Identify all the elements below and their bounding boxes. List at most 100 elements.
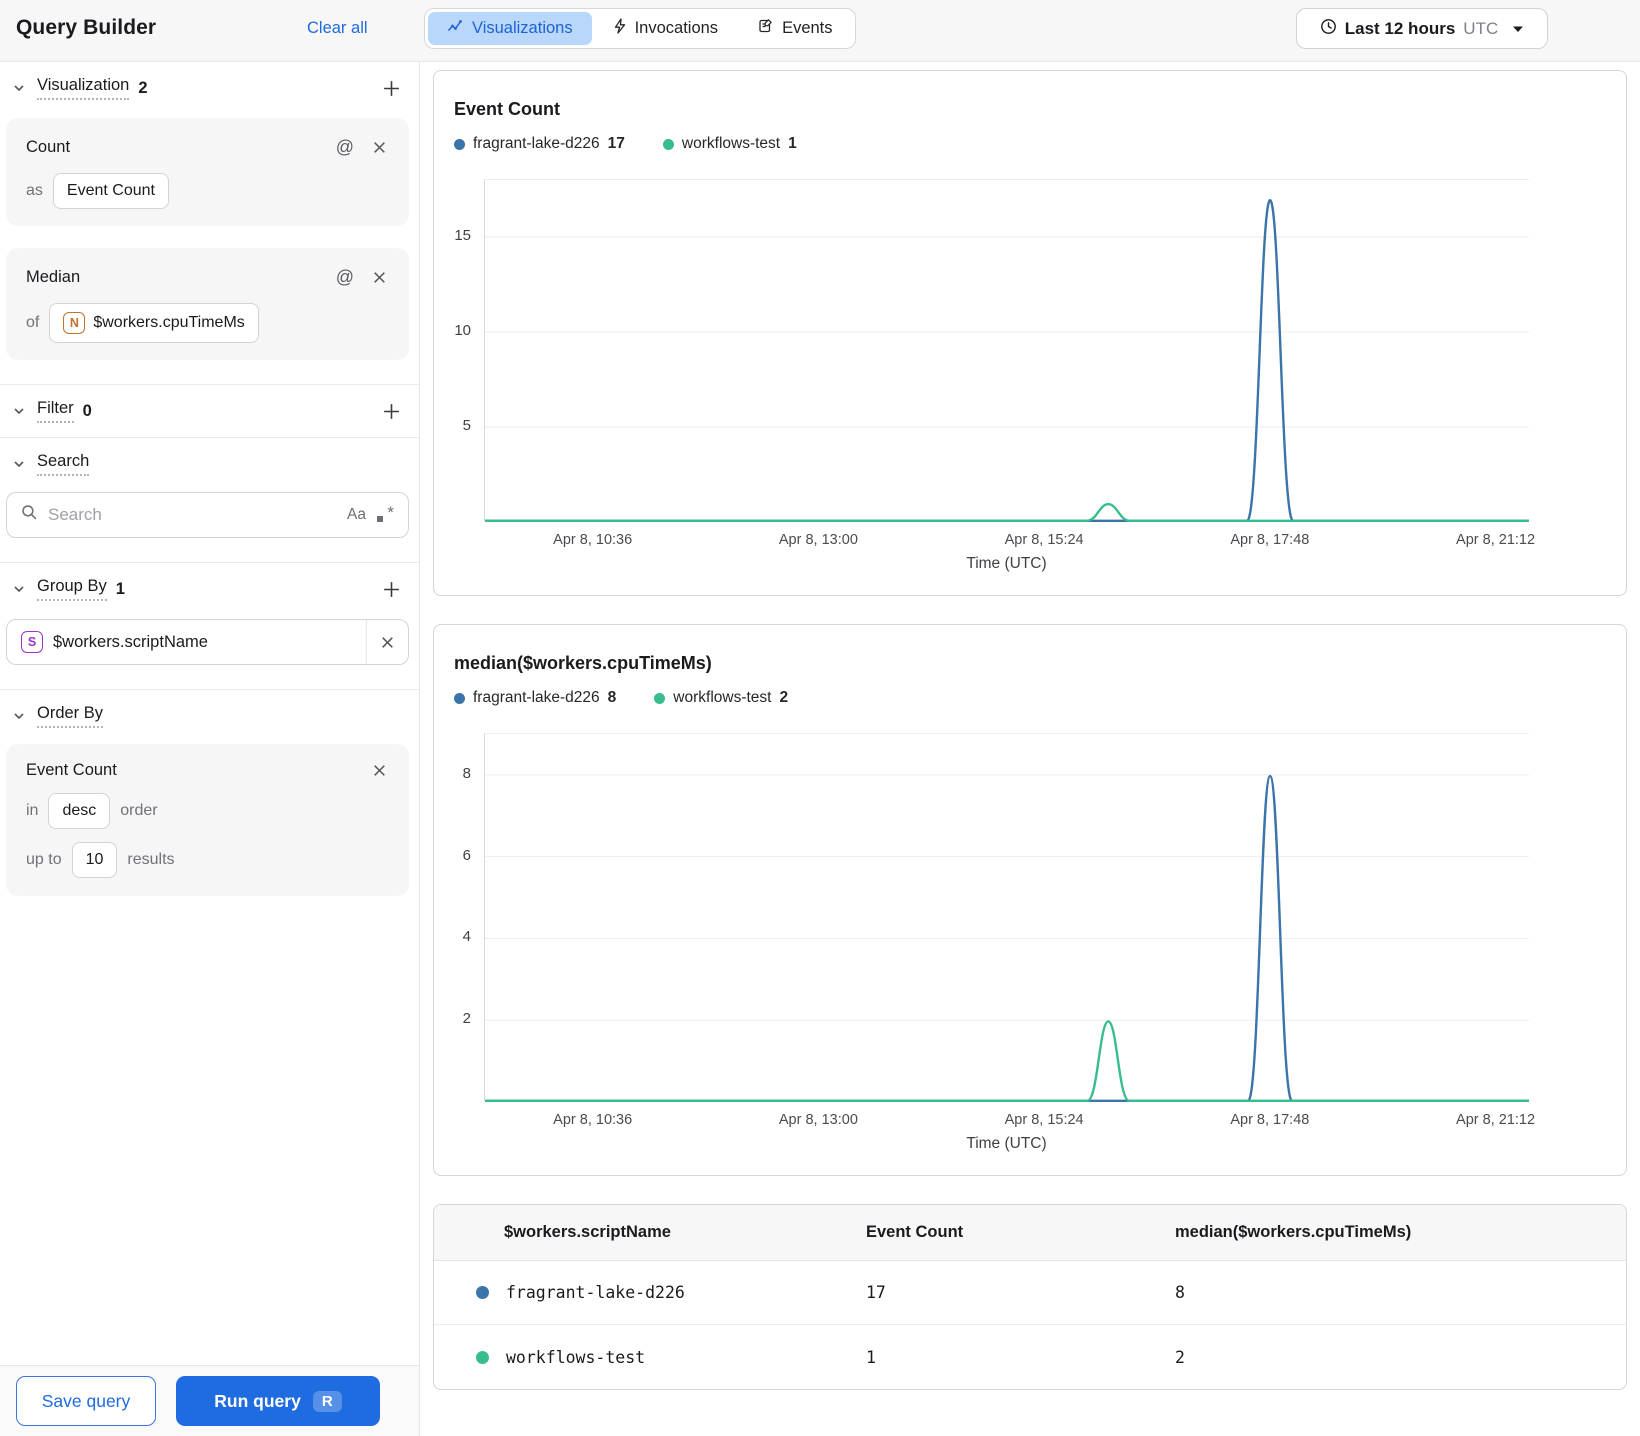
- column-header-script-name: $workers.scriptName: [504, 1223, 671, 1241]
- median-card-title: Median: [26, 268, 81, 286]
- chart-legend: fragrant-lake-d226 17 workflows-test 1: [454, 135, 1606, 153]
- add-filter-button[interactable]: [380, 400, 403, 423]
- chevron-down-icon[interactable]: [10, 402, 28, 420]
- plot-wrap: 5 10 15: [454, 179, 1529, 522]
- chevron-down-icon[interactable]: [10, 707, 28, 725]
- group-by-section: Group By 1 S $workers.scriptName: [0, 563, 419, 690]
- median-cpu-chart-card: median($workers.cpuTimeMs) fragrant-lake…: [433, 624, 1627, 1176]
- count-alias-chip[interactable]: Event Count: [52, 173, 169, 209]
- legend-series-name: fragrant-lake-d226: [473, 689, 600, 706]
- section-title-visualization: Visualization: [37, 76, 130, 100]
- x-tick-label: Apr 8, 15:24: [1004, 1112, 1084, 1128]
- regex-toggle[interactable]: *: [376, 503, 394, 524]
- remove-order-by-button[interactable]: [370, 761, 389, 780]
- x-tick-label: Apr 8, 13:00: [778, 1112, 858, 1128]
- group-by-count: 1: [115, 579, 125, 598]
- run-query-button[interactable]: Run query R: [176, 1376, 380, 1426]
- order-by-field: Event Count: [26, 761, 117, 779]
- legend-series-value: 1: [788, 135, 797, 152]
- add-visualization-button[interactable]: [380, 77, 403, 100]
- add-group-by-button[interactable]: [380, 578, 403, 601]
- legend-item[interactable]: workflows-test 2: [654, 689, 788, 707]
- run-shortcut-badge: R: [312, 1390, 342, 1412]
- order-in-label: in: [26, 802, 39, 819]
- y-tick-label: 2: [462, 1010, 471, 1028]
- legend-item[interactable]: fragrant-lake-d226 17: [454, 135, 625, 153]
- remove-count-button[interactable]: [370, 138, 389, 157]
- plot-area[interactable]: [484, 179, 1529, 522]
- save-query-button[interactable]: Save query: [16, 1376, 156, 1426]
- chevron-down-icon[interactable]: [10, 79, 28, 97]
- order-by-card: Event Count in desc order up to 10 resul…: [6, 744, 409, 896]
- median-field-name: $workers.cpuTimeMs: [93, 314, 245, 331]
- count-card-title: Count: [26, 138, 71, 156]
- alias-at-button[interactable]: @: [334, 135, 356, 160]
- plot-area[interactable]: [484, 733, 1529, 1102]
- string-field-icon: S: [21, 631, 43, 653]
- median-field-chip[interactable]: N $workers.cpuTimeMs: [49, 303, 259, 343]
- series-color-dot: [476, 1286, 489, 1299]
- main-content: Event Count fragrant-lake-d226 17 workfl…: [420, 62, 1640, 1436]
- order-order-label: order: [120, 802, 158, 819]
- y-tick-label: 4: [462, 928, 471, 946]
- top-bar: Query Builder Clear all Visualizations I…: [0, 0, 1640, 62]
- column-header-median: median($workers.cpuTimeMs): [1175, 1223, 1412, 1241]
- page-title: Query Builder: [16, 16, 157, 39]
- script-name-cell: workflows-test: [506, 1347, 646, 1367]
- search-section: Search Aa *: [0, 438, 419, 563]
- y-tick-label: 8: [462, 764, 471, 782]
- legend-series-value: 8: [607, 689, 617, 706]
- x-tick-label: Apr 8, 21:12: [1456, 1112, 1536, 1128]
- order-up-to-label: up to: [26, 851, 62, 868]
- order-results-label: results: [127, 851, 175, 868]
- median-of-label: of: [26, 314, 40, 331]
- match-case-toggle[interactable]: Aa: [347, 506, 366, 523]
- legend-dot: [662, 138, 674, 150]
- legend-dot: [654, 692, 666, 704]
- legend-series-value: 17: [607, 135, 625, 152]
- x-tick-label: Apr 8, 10:36: [553, 1112, 633, 1128]
- order-direction-select[interactable]: desc: [48, 793, 111, 829]
- sidebar-footer: Save query Run query R: [0, 1365, 419, 1436]
- time-range-selector[interactable]: Last 12 hours UTC: [1296, 8, 1548, 49]
- legend-item[interactable]: fragrant-lake-d226 8: [454, 689, 616, 707]
- group-by-field-chip[interactable]: S $workers.scriptName: [6, 619, 409, 665]
- clear-all-link[interactable]: Clear all: [307, 19, 368, 37]
- remove-median-button[interactable]: [370, 268, 389, 287]
- clock-icon: [1320, 18, 1337, 40]
- remove-group-by-button[interactable]: [366, 620, 408, 664]
- event-count-cell: 17: [866, 1283, 886, 1302]
- event-count-cell: 1: [866, 1347, 876, 1367]
- chevron-down-icon: [1512, 19, 1524, 39]
- line-chart-icon: [447, 18, 464, 39]
- chevron-down-icon[interactable]: [10, 455, 28, 473]
- visualization-count: 2: [138, 78, 148, 97]
- alias-at-button[interactable]: @: [334, 265, 356, 290]
- search-icon: [21, 504, 38, 526]
- section-title-order-by: Order By: [37, 704, 104, 728]
- tab-visualizations[interactable]: Visualizations: [428, 12, 592, 45]
- search-input[interactable]: [48, 505, 338, 525]
- query-builder-sidebar: Visualization 2 Count @ as Event Count M…: [0, 62, 420, 1436]
- plot-wrap: 2 4 6 8: [463, 733, 1529, 1102]
- x-axis-ticks: Apr 8, 10:36 Apr 8, 13:00 Apr 8, 15:24 Apr …: [484, 521, 1535, 553]
- series-color-dot: [476, 1350, 489, 1364]
- section-title-search: Search: [37, 452, 90, 476]
- x-tick-label: Apr 8, 10:36: [553, 532, 633, 548]
- column-header-event-count: Event Count: [866, 1223, 964, 1241]
- count-as-label: as: [26, 182, 43, 199]
- legend-dot: [454, 692, 465, 704]
- search-box: Aa *: [6, 492, 409, 538]
- table-row[interactable]: workflows-test 1 2: [434, 1325, 1626, 1389]
- chart-title: median($workers.cpuTimeMs): [454, 653, 712, 673]
- order-limit-input[interactable]: 10: [71, 842, 118, 878]
- legend-item[interactable]: workflows-test 1: [662, 135, 797, 153]
- chevron-down-icon[interactable]: [10, 580, 28, 598]
- median-cell: 2: [1175, 1347, 1185, 1367]
- tab-invocations[interactable]: Invocations: [594, 12, 737, 45]
- tab-events[interactable]: Events: [739, 12, 851, 45]
- x-tick-label: Apr 8, 17:48: [1230, 532, 1310, 548]
- table-row[interactable]: fragrant-lake-d226 17 8: [434, 1261, 1626, 1325]
- x-axis-title: Time (UTC): [966, 555, 1047, 572]
- median-cell: 8: [1175, 1283, 1185, 1302]
